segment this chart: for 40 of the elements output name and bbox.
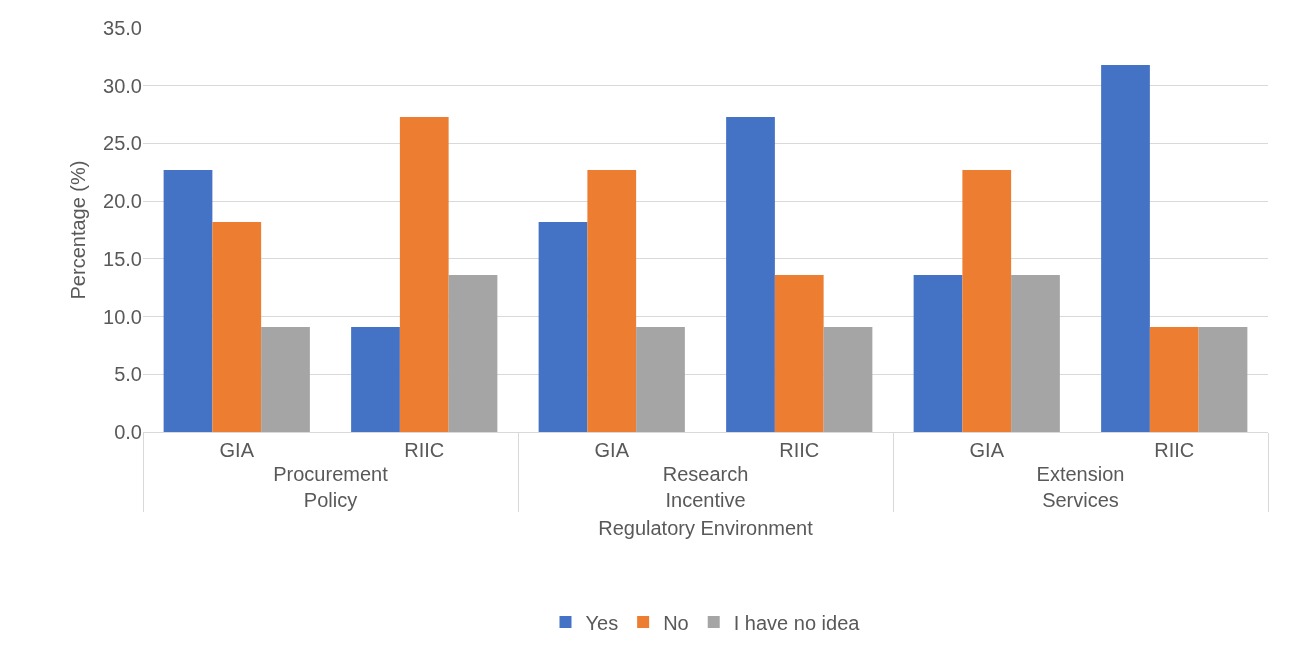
y-tick-label: 0.0 [114,421,142,443]
y-tick-label: 10.0 [103,305,142,328]
bar [448,275,498,432]
bar [636,326,685,432]
x-tick-label: RIIC [779,439,820,461]
bar [163,169,213,432]
y-tick-label: 15.0 [103,247,142,270]
bar [399,116,449,432]
bar [587,169,637,432]
y-tick-label: 35.0 [103,17,142,39]
bar [913,275,963,432]
x-tick-label: GIA [969,439,1005,461]
bar [962,169,1012,432]
bar [351,326,400,432]
bar [774,275,824,432]
y-tick-label: 30.0 [103,74,142,97]
legend-label: I have no idea [733,611,861,634]
x-tick-label: RIIC [1154,439,1195,461]
x-tick-label: RIIC [404,439,445,461]
y-axis-title: Percentage (%) [66,160,89,300]
bar [1149,326,1199,432]
y-tick-label: 20.0 [103,190,142,213]
y-tick-label: 5.0 [114,363,142,386]
legend-label: No [663,611,689,634]
text: Extension Services [1036,463,1125,511]
bar [538,221,588,432]
text: Research Incentive [662,463,749,511]
bar [261,326,310,432]
y-tick-label: 25.0 [103,132,142,155]
text: Procurement Policy [273,463,389,511]
bar [1011,275,1060,432]
bar [1198,326,1248,432]
bar [1101,64,1150,432]
bar [726,116,775,432]
x-tick-label: GIA [594,439,630,461]
x-tick-label: GIA [219,439,255,461]
bar [823,326,873,432]
x-axis-title: Regulatory Environment [598,516,814,539]
bar [212,221,262,432]
legend-label: Yes [585,611,619,634]
